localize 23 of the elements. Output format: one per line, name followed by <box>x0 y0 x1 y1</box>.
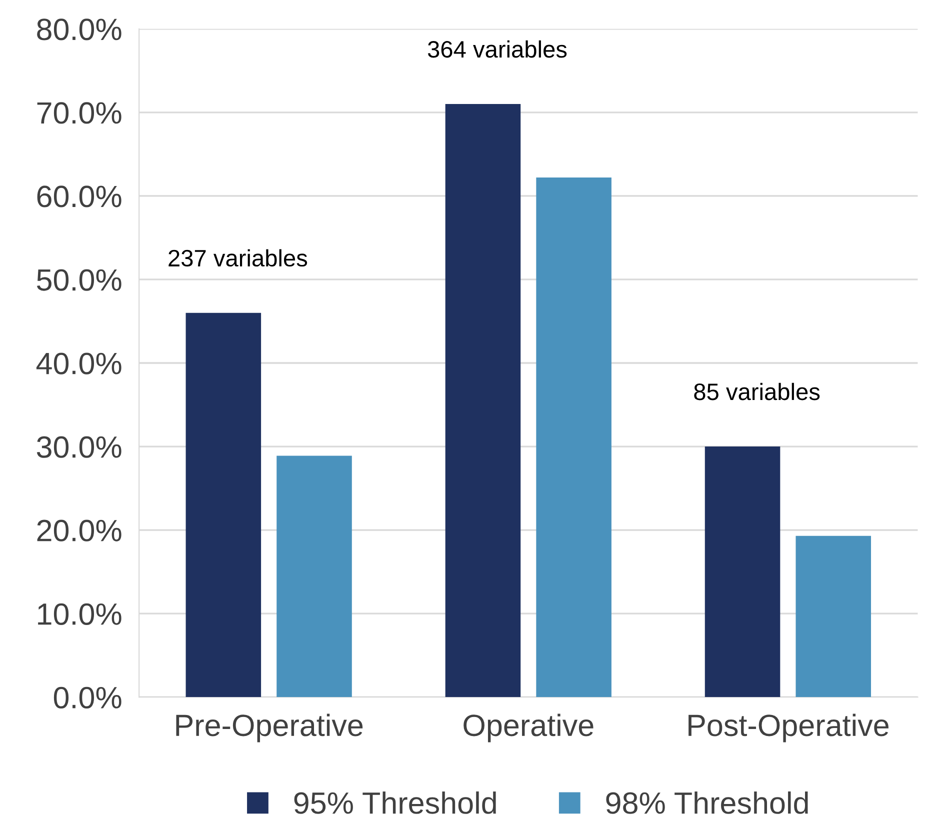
y-tick-label: 40.0% <box>36 352 122 374</box>
annotation: 237 variables <box>168 249 308 267</box>
y-tick-label: 20.0% <box>37 520 122 542</box>
legend-label: 95% Threshold <box>294 791 496 814</box>
x-tick-label: Operative <box>464 714 594 742</box>
y-tick-label: 0.0% <box>54 686 122 708</box>
y-tick-label: 70.0% <box>37 102 122 124</box>
annotation: 85 variables <box>694 382 820 400</box>
y-tick-label: 80.0% <box>37 18 122 40</box>
x-tick-label: Pre-Operative <box>176 714 363 742</box>
bar <box>704 446 780 698</box>
bar <box>445 104 521 698</box>
bar <box>186 312 262 698</box>
y-tick-label: 50.0% <box>36 269 122 291</box>
y-tick-label: 60.0% <box>37 186 122 208</box>
bar <box>796 536 872 698</box>
legend-label: 98% Threshold <box>606 791 808 814</box>
annotation: 364 variables <box>428 40 567 58</box>
bar <box>536 178 612 698</box>
bar <box>276 456 352 698</box>
y-tick-label: 30.0% <box>36 436 122 458</box>
y-tick-label: 10.0% <box>38 603 122 625</box>
x-tick-label: Post-Operative <box>688 714 888 742</box>
